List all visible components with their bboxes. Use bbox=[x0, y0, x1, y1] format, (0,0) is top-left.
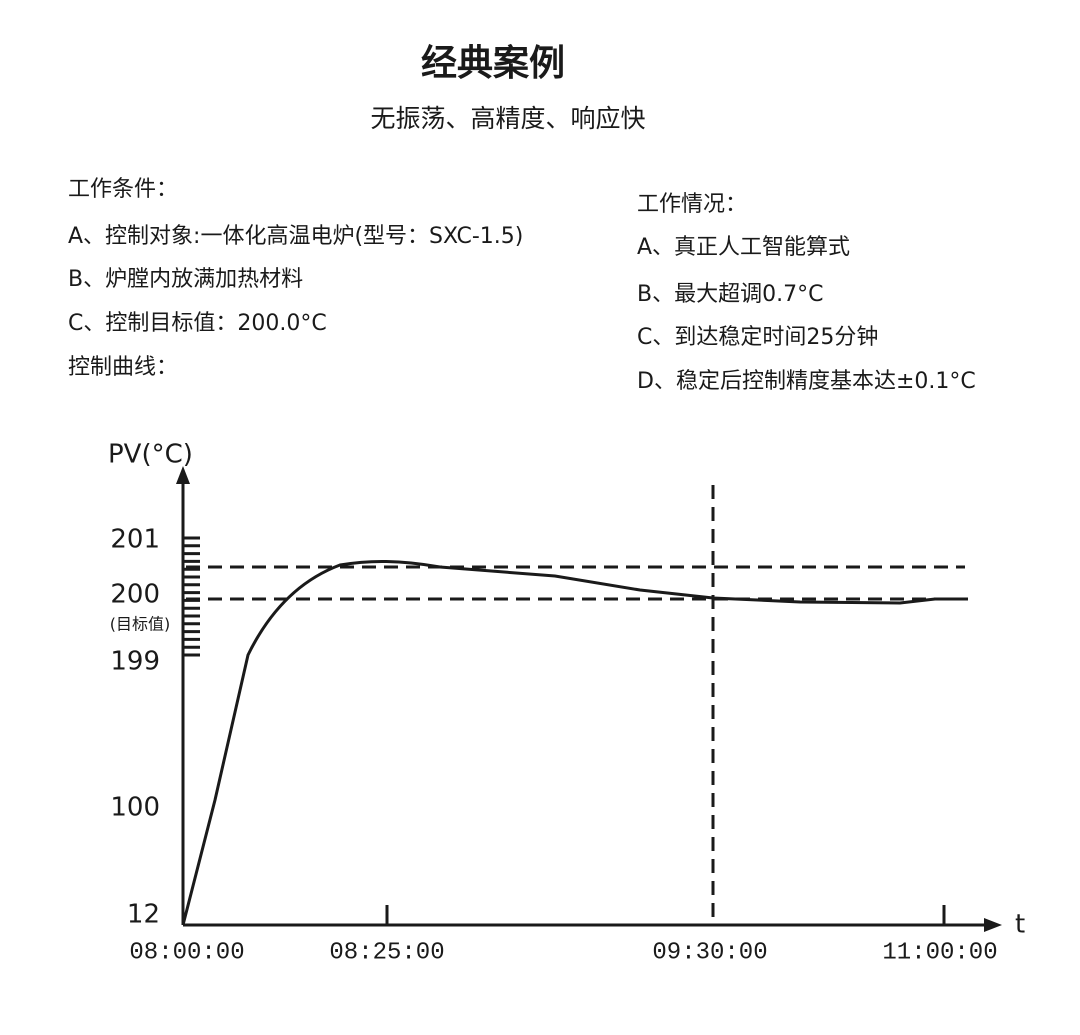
y-axis-label: PV(°C) bbox=[108, 440, 193, 470]
title: 经典案例 bbox=[421, 43, 565, 84]
conditions-heading: 工作条件： bbox=[68, 177, 178, 202]
y-arrow bbox=[176, 466, 190, 484]
x-tick-label: 11:00:00 bbox=[882, 939, 997, 966]
x-tick-label: 08:00:00 bbox=[129, 939, 244, 966]
x-tick-label: 09:30:00 bbox=[652, 939, 767, 966]
y-tick-label: 199 bbox=[110, 647, 160, 677]
y-tick-label: 100 bbox=[110, 793, 160, 823]
condition-item: B、炉膛内放满加热材料 bbox=[68, 267, 303, 292]
minor-ticks bbox=[183, 536, 200, 657]
condition-item: A、控制对象:一体化高温电炉(型号：SXC-1.5) bbox=[68, 224, 523, 249]
x-axis-label: t bbox=[1015, 910, 1025, 940]
status-heading: 工作情况： bbox=[637, 192, 747, 217]
x-arrow bbox=[984, 918, 1002, 932]
y-tick-label: 12 bbox=[127, 900, 160, 930]
curve-heading: 控制曲线： bbox=[68, 355, 178, 380]
status-item: D、稳定后控制精度基本达±0.1°C bbox=[637, 369, 976, 394]
condition-item: C、控制目标值：200.0°C bbox=[68, 311, 327, 336]
target-note: (目标值) bbox=[110, 615, 171, 634]
subtitle: 无振荡、高精度、响应快 bbox=[370, 104, 645, 133]
pv-curve bbox=[181, 559, 968, 926]
y-tick-label: 201 bbox=[110, 525, 160, 555]
status-item: A、真正人工智能算式 bbox=[637, 235, 850, 260]
x-tick-label: 08:25:00 bbox=[329, 939, 444, 966]
status-item: B、最大超调0.7°C bbox=[637, 282, 823, 307]
y-tick-label: 200 bbox=[110, 580, 160, 610]
status-item: C、到达稳定时间25分钟 bbox=[637, 325, 878, 350]
